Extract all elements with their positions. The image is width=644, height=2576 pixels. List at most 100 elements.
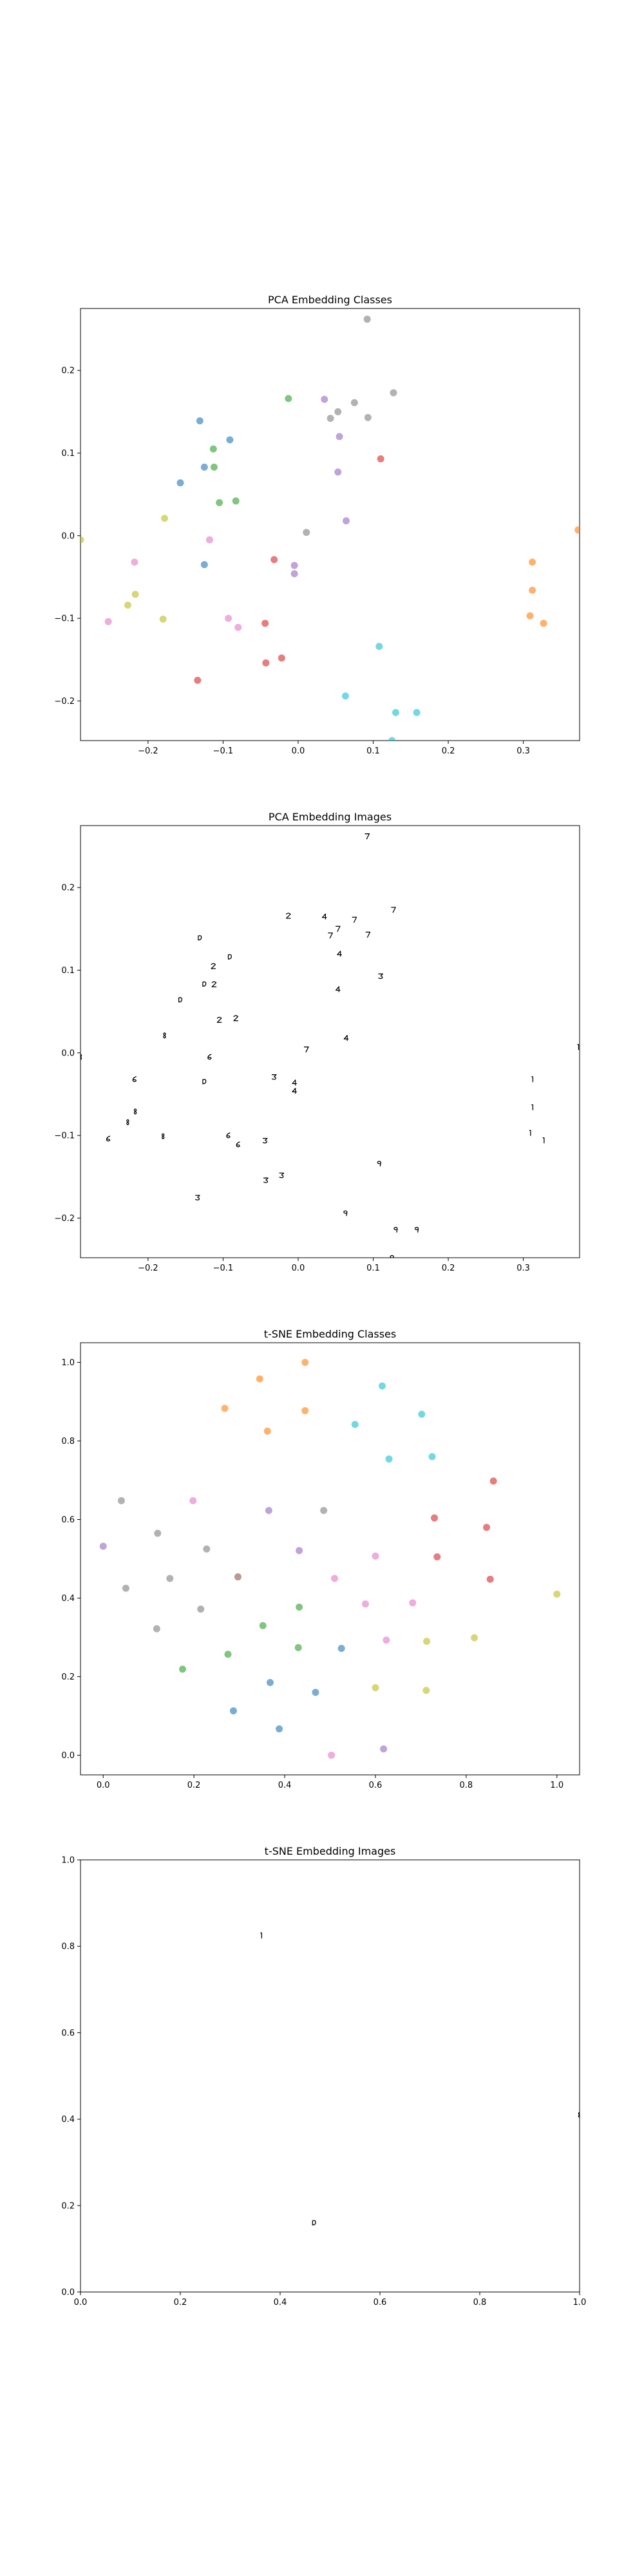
image-marker <box>226 1132 231 1139</box>
data-point <box>197 1605 205 1613</box>
data-point <box>234 623 242 631</box>
image-marker <box>321 913 327 920</box>
image-marker <box>207 1054 212 1060</box>
image-marker <box>377 1160 381 1167</box>
data-point <box>363 316 371 323</box>
data-point <box>337 1645 345 1653</box>
axes-frame <box>80 308 580 741</box>
data-point <box>276 1725 283 1733</box>
data-point <box>303 529 310 536</box>
image-marker <box>531 1104 534 1111</box>
x-tick-label: 0.4 <box>278 1781 292 1790</box>
data-point <box>350 399 358 406</box>
data-point <box>375 643 383 650</box>
x-tick-label: 0.3 <box>516 1264 530 1273</box>
image-marker <box>531 1076 534 1083</box>
data-point <box>256 1375 263 1383</box>
image-marker <box>335 925 341 933</box>
chart-title: t-SNE Embedding Classes <box>264 1328 396 1340</box>
subplot-2: PCA Embedding Images −0.2 −0.1 0.0 0.1 0.2 0.3… <box>54 811 580 1273</box>
image-marker <box>328 932 333 939</box>
data-point <box>372 1684 379 1692</box>
data-point <box>380 1745 388 1753</box>
data-point <box>229 1707 237 1715</box>
data-point <box>294 1643 302 1651</box>
image-marker <box>542 1137 545 1144</box>
image-marker <box>414 1227 419 1233</box>
image-marker <box>260 1932 262 1939</box>
x-tick-label: 0.0 <box>292 1264 305 1273</box>
axes-frame <box>80 1342 580 1776</box>
x-tick-label: 0.6 <box>374 2298 387 2307</box>
image-marker <box>198 935 202 941</box>
image-marker <box>194 1195 200 1200</box>
x-tick-label: 0.6 <box>369 1781 383 1790</box>
image-marker <box>343 1210 348 1217</box>
data-point <box>131 591 139 598</box>
data-point <box>574 526 580 534</box>
data-point <box>334 408 342 415</box>
data-point <box>413 708 421 716</box>
y-tick-label: 0.1 <box>61 449 75 459</box>
x-tick-label: 0.4 <box>274 2298 287 2307</box>
data-point <box>290 570 298 578</box>
data-point <box>423 1638 431 1645</box>
data-point <box>327 415 334 422</box>
data-point <box>372 1552 379 1560</box>
data-point <box>262 659 270 667</box>
image-marker <box>271 1074 277 1080</box>
data-point <box>331 1575 339 1582</box>
data-point <box>159 615 167 623</box>
data-point <box>80 536 84 544</box>
x-tick-label: 0.1 <box>366 1264 380 1273</box>
image-marker <box>529 1130 531 1136</box>
x-tick-label: 0.2 <box>187 1781 201 1790</box>
data-point <box>196 417 204 424</box>
image-marker <box>365 833 370 840</box>
image-marker <box>343 1035 349 1041</box>
axes-frame <box>80 825 580 1258</box>
data-point <box>259 1622 267 1629</box>
image-marker <box>236 1141 240 1148</box>
image-marker <box>262 1137 268 1144</box>
image-marker <box>292 1079 297 1086</box>
data-point <box>409 1599 417 1607</box>
image-marker <box>227 954 232 960</box>
points-layer <box>80 833 580 1258</box>
image-marker <box>577 1044 580 1050</box>
image-marker <box>263 1177 269 1184</box>
data-point <box>122 1584 129 1592</box>
data-point <box>131 558 138 566</box>
x-tick-label: 0.0 <box>292 746 305 756</box>
data-point <box>189 1497 197 1504</box>
y-tick-label: 0.0 <box>61 1048 75 1058</box>
x-tick-label: 0.0 <box>97 1781 110 1790</box>
image-marker <box>178 997 183 1003</box>
y-tick-label: 0.1 <box>61 966 75 976</box>
data-point <box>290 562 298 569</box>
image-marker <box>365 931 371 938</box>
image-marker <box>163 1032 166 1039</box>
data-point <box>203 1545 211 1553</box>
data-point <box>225 614 232 622</box>
y-tick-label: 0.0 <box>61 531 75 541</box>
data-point <box>385 1455 393 1463</box>
x-tick-label: 0.2 <box>442 746 455 756</box>
image-marker <box>132 1076 137 1083</box>
data-point <box>351 1421 359 1428</box>
image-marker <box>391 907 396 913</box>
data-point <box>433 1553 441 1560</box>
subplot-1: PCA Embedding Classes −0.2 −0.1 0.0 0.1 0.2 0.… <box>54 294 580 756</box>
data-point <box>153 1625 160 1633</box>
data-point <box>265 1506 272 1514</box>
image-marker <box>279 1172 285 1179</box>
data-point <box>285 395 292 402</box>
image-marker <box>211 963 216 969</box>
image-marker <box>126 1119 129 1126</box>
y-tick-label: 0.8 <box>61 1942 75 1952</box>
points-layer <box>260 1932 580 2226</box>
x-tick-label: 0.3 <box>516 746 530 756</box>
image-marker <box>390 1255 394 1258</box>
points-layer <box>80 316 580 741</box>
y-tick-label: −0.2 <box>54 1214 75 1224</box>
